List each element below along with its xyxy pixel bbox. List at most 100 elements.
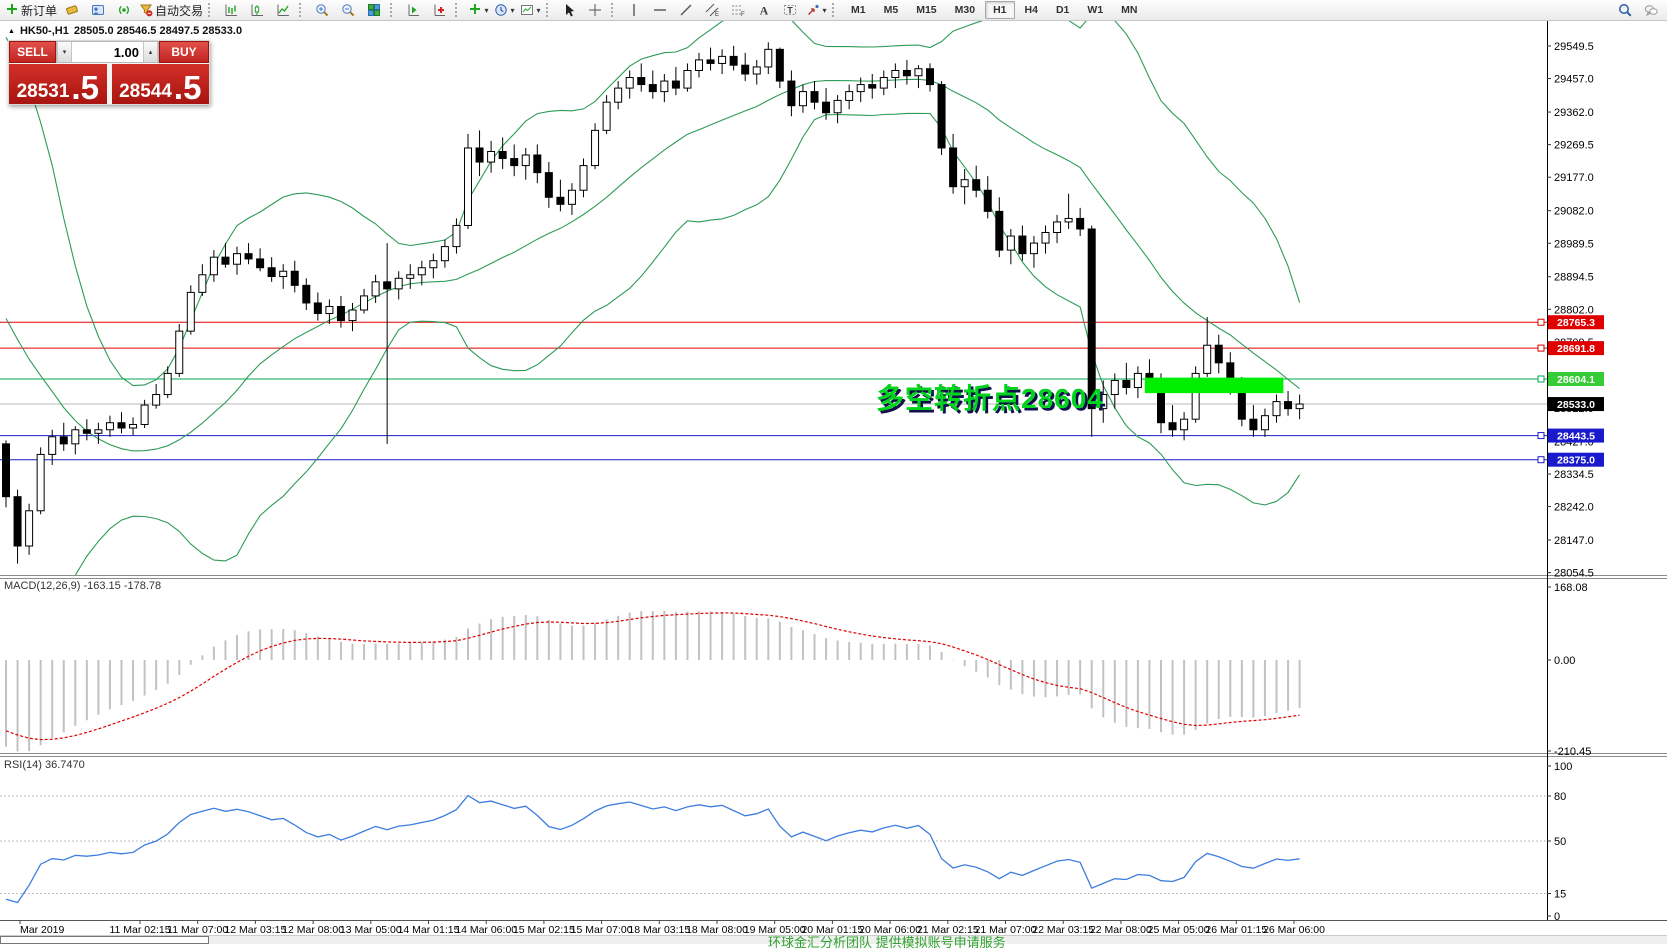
candle bbox=[209, 256, 218, 276]
buy-button[interactable]: BUY bbox=[159, 41, 209, 63]
toolbar-separator bbox=[208, 3, 213, 17]
candle bbox=[914, 68, 923, 77]
candles-layer bbox=[2, 42, 1304, 564]
sell-price-display[interactable]: 28531 .5 bbox=[9, 64, 107, 104]
candle bbox=[1041, 232, 1050, 244]
horizontal-scrollbar-track[interactable] bbox=[0, 935, 1667, 944]
tile-windows-button[interactable] bbox=[361, 1, 387, 20]
candle bbox=[949, 147, 958, 188]
auto-scroll-button[interactable] bbox=[426, 1, 452, 20]
eraser-button[interactable] bbox=[59, 1, 85, 20]
candle bbox=[2, 443, 10, 498]
autotrade-button[interactable]: 自动交易 bbox=[137, 1, 205, 20]
auto-scroll-icon bbox=[432, 3, 446, 17]
signal-icon bbox=[117, 3, 131, 17]
level-marker[interactable] bbox=[1537, 456, 1545, 464]
timeframe-M1[interactable]: M1 bbox=[851, 4, 866, 16]
volume-decrease-button[interactable]: ▾ bbox=[57, 42, 72, 62]
chart-title[interactable]: ▲ HK50-,H1 28505.0 28546.5 28497.5 28533… bbox=[8, 25, 242, 37]
trendline-button[interactable] bbox=[673, 1, 699, 20]
candle bbox=[152, 394, 161, 406]
svg-text:18 Mar 03:15: 18 Mar 03:15 bbox=[628, 924, 690, 936]
new-order-button[interactable]: 新订单 bbox=[3, 1, 59, 20]
indicators-button[interactable]: ▾ bbox=[465, 1, 491, 20]
candle bbox=[1076, 217, 1085, 230]
timeframe-M15[interactable]: M15 bbox=[916, 4, 937, 16]
candle bbox=[129, 423, 138, 429]
timeframe-MN[interactable]: MN bbox=[1121, 4, 1138, 16]
horizontal-line-button[interactable] bbox=[647, 1, 673, 20]
svg-text:29549.5: 29549.5 bbox=[1554, 41, 1594, 53]
search-button[interactable] bbox=[1612, 1, 1638, 20]
zoom-out-icon bbox=[341, 3, 355, 17]
svg-text:29177.0: 29177.0 bbox=[1554, 172, 1594, 184]
buy-price-display[interactable]: 28544 .5 bbox=[111, 64, 209, 104]
bar-chart-button[interactable] bbox=[218, 1, 244, 20]
svg-text:Mar 2019: Mar 2019 bbox=[20, 924, 65, 936]
zoom-out-button[interactable] bbox=[335, 1, 361, 20]
signal-button[interactable] bbox=[111, 1, 137, 20]
horizontal-scrollbar-thumb[interactable] bbox=[0, 936, 209, 944]
timeframe-D1[interactable]: D1 bbox=[1055, 4, 1070, 16]
level-marker[interactable] bbox=[1537, 375, 1545, 383]
candle bbox=[1284, 401, 1293, 410]
svg-text:-210.45: -210.45 bbox=[1554, 746, 1591, 758]
volume-input[interactable] bbox=[72, 42, 143, 62]
equidistant-channel-button[interactable]: E bbox=[699, 1, 725, 20]
candlestick-button[interactable] bbox=[244, 1, 270, 20]
vertical-line-icon bbox=[627, 3, 641, 17]
candle bbox=[1006, 235, 1015, 251]
svg-text:22 Mar 03:15: 22 Mar 03:15 bbox=[1032, 924, 1094, 936]
svg-text:21 Mar 02:15: 21 Mar 02:15 bbox=[917, 924, 979, 936]
text-label-button[interactable]: T bbox=[777, 1, 803, 20]
templates-button[interactable]: ▾ bbox=[517, 1, 543, 20]
symbol-period-label: HK50-,H1 bbox=[19, 25, 69, 37]
sell-button[interactable]: SELL bbox=[9, 41, 56, 63]
svg-text:28054.5: 28054.5 bbox=[1554, 568, 1594, 580]
fibonacci-button[interactable]: F bbox=[725, 1, 751, 20]
level-marker[interactable] bbox=[1537, 318, 1545, 326]
crosshair-button[interactable] bbox=[582, 1, 608, 20]
text-button[interactable]: A bbox=[751, 1, 777, 20]
timeframe-M5[interactable]: M5 bbox=[883, 4, 899, 16]
candle bbox=[59, 436, 68, 445]
candle bbox=[1260, 415, 1269, 431]
templates-icon bbox=[520, 3, 534, 17]
timeframe-W1[interactable]: W1 bbox=[1087, 4, 1104, 16]
candle bbox=[1249, 418, 1258, 431]
zoom-in-button[interactable] bbox=[309, 1, 335, 20]
toolbar-separator bbox=[299, 3, 304, 17]
svg-text:18 Mar 08:00: 18 Mar 08:00 bbox=[686, 924, 748, 936]
candle bbox=[937, 84, 946, 149]
cursor-button[interactable] bbox=[556, 1, 582, 20]
svg-text:0: 0 bbox=[1554, 911, 1560, 923]
chart-shift-button[interactable] bbox=[400, 1, 426, 20]
arrows-button[interactable]: ▾ bbox=[803, 1, 829, 20]
periods-button[interactable]: ▾ bbox=[491, 1, 517, 20]
macd-title: MACD(12,26,9) bbox=[4, 580, 81, 592]
vertical-line-button[interactable] bbox=[621, 1, 647, 20]
line-chart-button[interactable] bbox=[270, 1, 296, 20]
svg-text:28375.0: 28375.0 bbox=[1557, 455, 1595, 467]
chat-button[interactable] bbox=[1638, 1, 1664, 20]
candle bbox=[279, 270, 288, 278]
highlight-zone[interactable] bbox=[1144, 377, 1284, 394]
candle bbox=[683, 69, 692, 89]
candle bbox=[856, 84, 865, 93]
volume-increase-button[interactable]: ▴ bbox=[143, 42, 158, 62]
collapse-icon[interactable]: ▲ bbox=[8, 27, 15, 35]
candle bbox=[660, 80, 669, 93]
level-marker[interactable] bbox=[1537, 344, 1545, 352]
candle bbox=[1029, 242, 1038, 255]
timeframe-H1[interactable]: H1 bbox=[985, 1, 1015, 19]
candle bbox=[198, 274, 207, 293]
timeframe-M30[interactable]: M30 bbox=[954, 4, 976, 16]
level-marker[interactable] bbox=[1537, 432, 1545, 440]
candle bbox=[579, 165, 588, 191]
timeframe-H4[interactable]: H4 bbox=[1024, 4, 1038, 16]
svg-text:28691.8: 28691.8 bbox=[1557, 343, 1595, 355]
profile-button[interactable] bbox=[85, 1, 111, 20]
svg-text:100: 100 bbox=[1554, 761, 1572, 773]
